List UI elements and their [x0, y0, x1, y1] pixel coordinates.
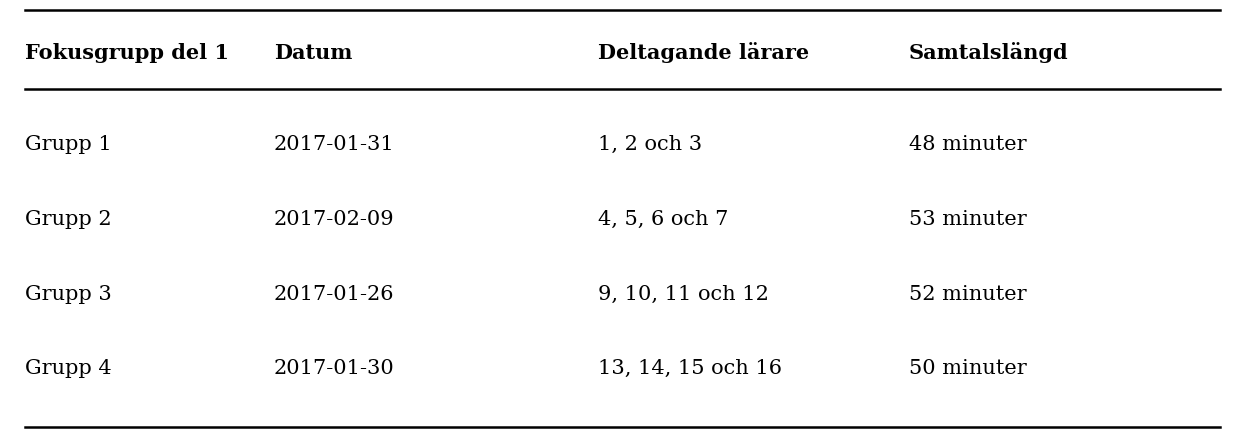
Text: Grupp 4: Grupp 4 — [25, 358, 112, 378]
Text: 52 minuter: 52 minuter — [909, 284, 1026, 303]
Text: Grupp 3: Grupp 3 — [25, 284, 112, 303]
Text: Fokusgrupp del 1: Fokusgrupp del 1 — [25, 42, 229, 63]
Text: 53 minuter: 53 minuter — [909, 209, 1027, 229]
Text: 50 minuter: 50 minuter — [909, 358, 1027, 378]
Text: Grupp 2: Grupp 2 — [25, 209, 112, 229]
Text: Deltagande lärare: Deltagande lärare — [598, 42, 809, 63]
Text: 2017-01-30: 2017-01-30 — [274, 358, 395, 378]
Text: Grupp 1: Grupp 1 — [25, 135, 112, 154]
Text: Samtalslängd: Samtalslängd — [909, 42, 1068, 63]
Text: 9, 10, 11 och 12: 9, 10, 11 och 12 — [598, 284, 768, 303]
Text: Datum: Datum — [274, 42, 352, 63]
Text: 13, 14, 15 och 16: 13, 14, 15 och 16 — [598, 358, 782, 378]
Text: 2017-02-09: 2017-02-09 — [274, 209, 395, 229]
Text: 1, 2 och 3: 1, 2 och 3 — [598, 135, 702, 154]
Text: 2017-01-31: 2017-01-31 — [274, 135, 395, 154]
Text: 4, 5, 6 och 7: 4, 5, 6 och 7 — [598, 209, 728, 229]
Text: 2017-01-26: 2017-01-26 — [274, 284, 395, 303]
Text: 48 minuter: 48 minuter — [909, 135, 1026, 154]
